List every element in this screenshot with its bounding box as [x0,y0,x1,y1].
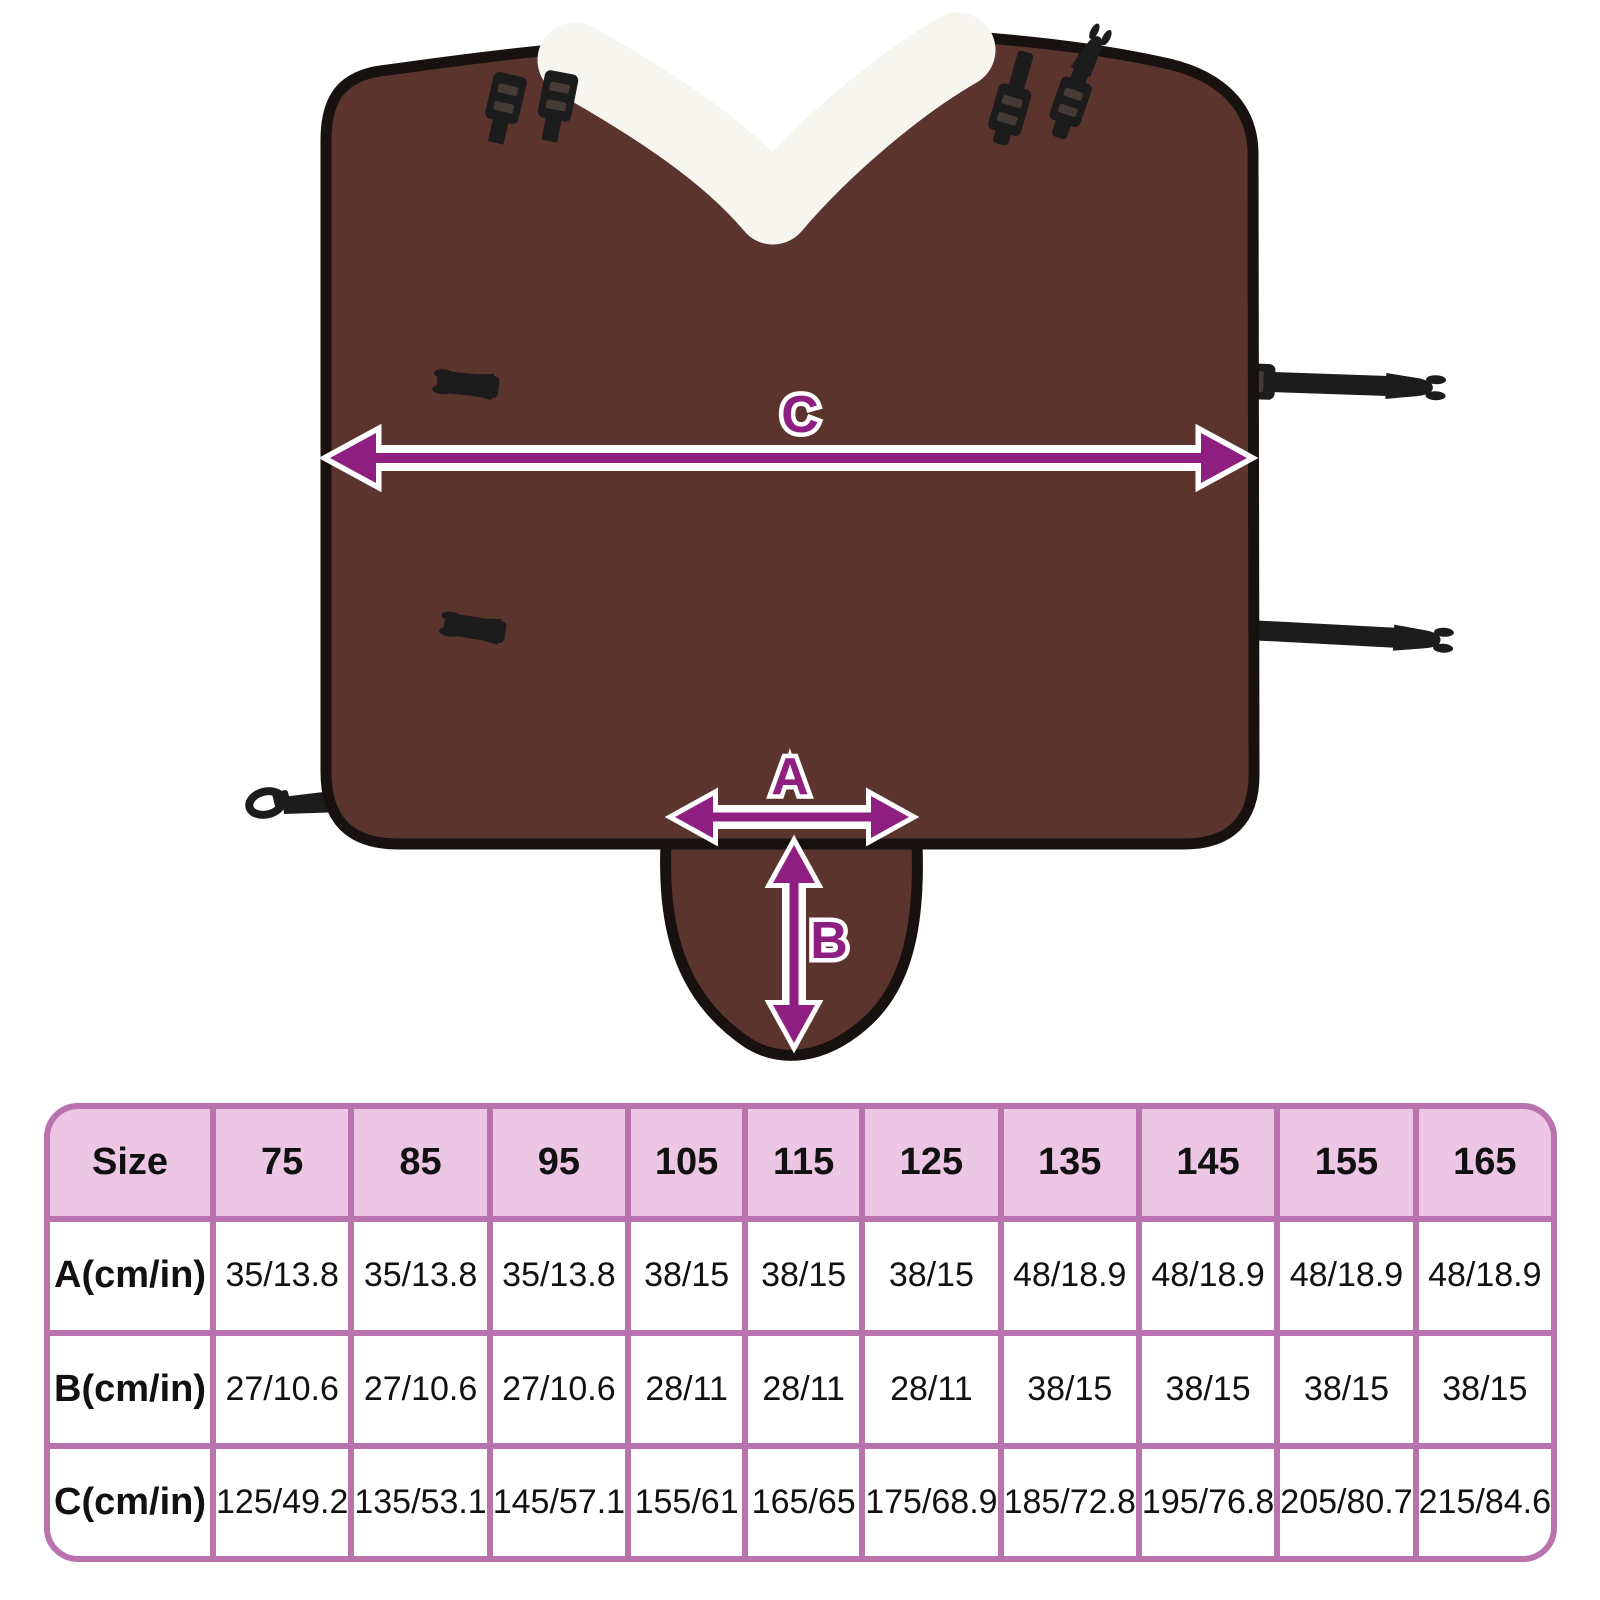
size-header-cell: Size [50,1109,210,1217]
size-column-header: 155 [1280,1109,1413,1217]
buckle-icon [536,69,580,143]
horse-blanket-diagram: C A B [245,12,1455,1061]
snap-hook-icon [245,787,291,819]
size-value-cell: 155/61 [631,1448,743,1556]
size-value-cell: 125/49.2 [216,1448,349,1556]
size-value-cell: 38/15 [1003,1335,1136,1443]
dimension-label-b: B [810,912,848,970]
measurement-arrow-b [764,834,824,1054]
size-value-cell: 48/18.9 [1418,1222,1551,1330]
size-value-cell: 175/68.9 [865,1448,998,1556]
dimension-row-label: C(cm/in) [50,1448,210,1556]
dimension-row-label: B(cm/in) [50,1335,210,1443]
measurement-arrow-c [318,423,1259,493]
size-value-cell: 165/65 [748,1448,860,1556]
size-value-cell: 48/18.9 [1280,1222,1413,1330]
measurement-arrow-a [664,787,920,847]
size-table: Size 75 85 95 105 115 125 135 145 155 165 A(cm/in) 3… [44,1103,1557,1562]
size-column-header: 135 [1003,1109,1136,1217]
size-value-cell: 205/80.7 [1280,1448,1413,1556]
size-value-cell: 38/15 [1280,1335,1413,1443]
size-column-header: 95 [492,1109,626,1217]
chest-buckle-icon [431,367,500,400]
size-value-cell: 35/13.8 [354,1222,487,1330]
size-column-header: 145 [1141,1109,1275,1217]
fleece-collar [537,12,996,245]
size-value-cell: 28/11 [631,1335,743,1443]
size-value-cell: 35/13.8 [492,1222,626,1330]
dimension-row-label: A(cm/in) [50,1222,210,1330]
size-column-header: 165 [1418,1109,1551,1217]
size-value-cell: 215/84.6 [1418,1448,1551,1556]
size-column-header: 125 [865,1109,998,1217]
size-value-cell: 28/11 [748,1335,860,1443]
size-column-header: 85 [354,1109,487,1217]
chest-buckle-icon [438,609,507,645]
size-value-cell: 185/72.8 [1003,1448,1136,1556]
size-value-cell: 27/10.6 [216,1335,349,1443]
size-value-cell: 48/18.9 [1141,1222,1275,1330]
size-value-cell: 28/11 [865,1335,998,1443]
size-column-header: 115 [748,1109,860,1217]
size-value-cell: 195/76.8 [1141,1448,1275,1556]
size-value-cell: 27/10.6 [354,1335,487,1443]
size-value-cell: 38/15 [1141,1335,1275,1443]
dimension-label-a: A [771,748,809,806]
size-column-header: 75 [216,1109,349,1217]
size-value-cell: 135/53.1 [354,1448,487,1556]
size-value-cell: 38/15 [865,1222,998,1330]
size-value-cell: 38/15 [631,1222,743,1330]
size-value-cell: 38/15 [748,1222,860,1330]
size-value-cell: 48/18.9 [1003,1222,1136,1330]
hanging-strap-icon [986,50,1034,146]
size-value-cell: 35/13.8 [216,1222,349,1330]
size-value-cell: 145/57.1 [492,1448,626,1556]
buckle-icon [484,70,528,145]
size-value-cell: 38/15 [1418,1335,1551,1443]
dimension-label-c: C [781,386,819,444]
size-column-header: 105 [631,1109,743,1217]
size-value-cell: 27/10.6 [492,1335,626,1443]
